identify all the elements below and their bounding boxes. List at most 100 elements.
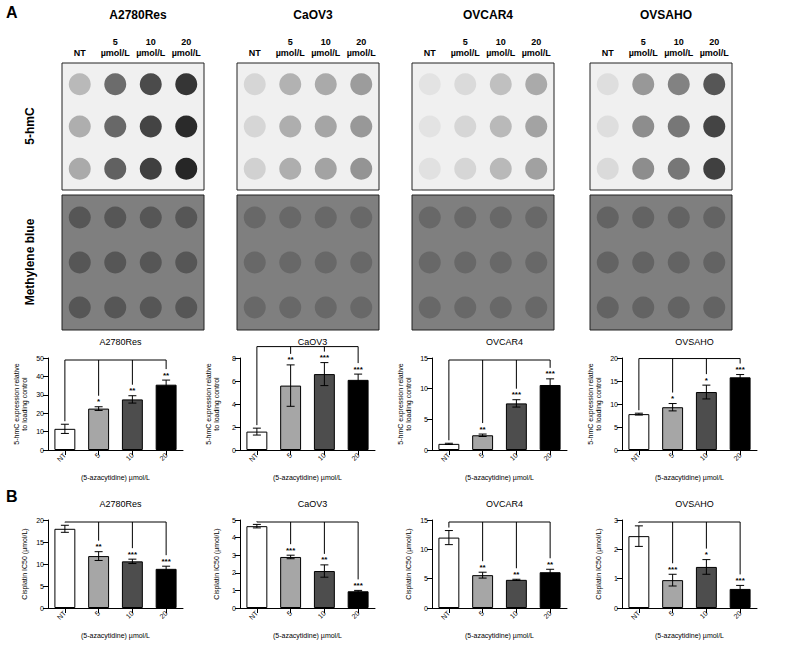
svg-text:NT: NT (424, 48, 436, 58)
svg-text:µmol/L: µmol/L (101, 48, 131, 58)
svg-text:5: 5 (93, 609, 101, 617)
svg-text:20: 20 (542, 451, 553, 462)
svg-text:5-hmC expression relative: 5-hmC expression relative (397, 363, 405, 444)
svg-text:2: 2 (232, 424, 236, 431)
svg-text:(5-azacytidine) µmol/L: (5-azacytidine) µmol/L (465, 474, 534, 482)
svg-text:5: 5 (424, 575, 428, 582)
svg-text:30: 30 (36, 391, 44, 398)
svg-text:5: 5 (477, 451, 485, 459)
svg-text:20: 20 (181, 37, 191, 47)
svg-text:5: 5 (641, 37, 646, 47)
svg-text:OVCAR4: OVCAR4 (486, 337, 523, 347)
svg-text:**: ** (513, 570, 520, 579)
svg-text:10: 10 (36, 428, 44, 435)
svg-text:µmol/L: µmol/L (664, 48, 694, 58)
svg-text:*: * (705, 550, 709, 559)
svg-text:20: 20 (542, 609, 553, 620)
svg-text:to loading control: to loading control (213, 377, 221, 431)
svg-text:*: * (97, 397, 101, 406)
svg-text:15: 15 (36, 539, 44, 546)
svg-text:*: * (705, 376, 709, 385)
svg-text:20: 20 (531, 37, 541, 47)
svg-text:**: ** (547, 560, 554, 569)
svg-text:µmol/L: µmol/L (172, 48, 202, 58)
svg-text:0: 0 (232, 605, 236, 612)
svg-text:10: 10 (36, 561, 44, 568)
svg-text:A2780Res: A2780Res (99, 337, 142, 347)
svg-text:20: 20 (158, 609, 169, 620)
svg-text:5: 5 (113, 37, 118, 47)
svg-text:5: 5 (614, 424, 618, 431)
svg-text:6: 6 (232, 378, 236, 385)
svg-text:**: ** (480, 425, 487, 434)
svg-text:Cisplatin IC50 (µmol/L): Cisplatin IC50 (µmol/L) (21, 528, 29, 599)
svg-text:***: *** (286, 546, 296, 555)
svg-text:B: B (6, 488, 18, 505)
svg-text:NT: NT (248, 609, 260, 621)
svg-text:10: 10 (698, 609, 709, 620)
svg-text:NT: NT (440, 451, 452, 463)
svg-text:1: 1 (232, 587, 236, 594)
svg-text:µmol/L: µmol/L (136, 48, 166, 58)
svg-text:CaOV3: CaOV3 (293, 8, 333, 22)
svg-text:***: *** (735, 576, 745, 585)
svg-text:NT: NT (249, 48, 261, 58)
svg-text:to loading control: to loading control (21, 377, 29, 431)
svg-text:20: 20 (350, 609, 361, 620)
svg-text:5: 5 (93, 451, 101, 459)
svg-text:10: 10 (610, 401, 618, 408)
svg-text:10: 10 (508, 451, 519, 462)
svg-text:10: 10 (124, 609, 135, 620)
svg-text:NT: NT (630, 451, 642, 463)
svg-text:***: *** (128, 550, 138, 559)
svg-text:0: 0 (40, 447, 44, 454)
svg-text:2: 2 (614, 546, 618, 553)
svg-text:NT: NT (56, 451, 68, 463)
svg-text:*: * (671, 394, 675, 403)
svg-text:10: 10 (420, 385, 428, 392)
svg-text:NT: NT (602, 48, 614, 58)
svg-text:OVSAHO: OVSAHO (640, 8, 692, 22)
svg-text:CaOV3: CaOV3 (298, 337, 328, 347)
svg-text:***: *** (161, 557, 171, 566)
svg-text:15: 15 (610, 378, 618, 385)
svg-text:5-hmC expression relative: 5-hmC expression relative (205, 363, 213, 444)
svg-text:10: 10 (508, 609, 519, 620)
svg-text:0: 0 (614, 605, 618, 612)
svg-text:OVSAHO: OVSAHO (675, 337, 714, 347)
svg-text:15: 15 (420, 355, 428, 362)
svg-text:µmol/L: µmol/L (629, 48, 659, 58)
svg-text:4: 4 (232, 534, 236, 541)
svg-text:**: ** (96, 542, 103, 551)
svg-text:A2780Res: A2780Res (99, 499, 142, 509)
svg-text:5: 5 (477, 609, 485, 617)
svg-text:5: 5 (285, 609, 293, 617)
svg-text:10: 10 (496, 37, 506, 47)
svg-text:20: 20 (350, 451, 361, 462)
svg-text:8: 8 (232, 355, 236, 362)
svg-text:(5-azacytidine) µmol/L: (5-azacytidine) µmol/L (655, 632, 724, 640)
svg-text:**: ** (288, 355, 295, 364)
svg-text:**: ** (129, 386, 136, 395)
svg-text:Cisplatin IC50 (µmol/L): Cisplatin IC50 (µmol/L) (595, 528, 603, 599)
svg-text:NT: NT (630, 609, 642, 621)
svg-text:to loading control: to loading control (405, 377, 413, 431)
svg-text:10: 10 (316, 609, 327, 620)
svg-text:to loading control: to loading control (595, 377, 603, 431)
svg-text:***: *** (320, 353, 330, 362)
svg-text:µmol/L: µmol/L (486, 48, 516, 58)
svg-text:5-hmC: 5-hmC (23, 107, 37, 145)
svg-text:5: 5 (232, 517, 236, 524)
svg-text:5: 5 (288, 37, 293, 47)
svg-text:5: 5 (424, 416, 428, 423)
svg-text:µmol/L: µmol/L (276, 48, 306, 58)
svg-text:NT: NT (248, 451, 260, 463)
svg-text:0: 0 (614, 447, 618, 454)
svg-text:OVCAR4: OVCAR4 (463, 8, 513, 22)
svg-text:20: 20 (36, 410, 44, 417)
svg-text:4: 4 (232, 401, 236, 408)
svg-text:5: 5 (667, 451, 675, 459)
svg-text:10: 10 (321, 37, 331, 47)
svg-text:(5-azacytidine) µmol/L: (5-azacytidine) µmol/L (465, 632, 534, 640)
svg-text:20: 20 (356, 37, 366, 47)
